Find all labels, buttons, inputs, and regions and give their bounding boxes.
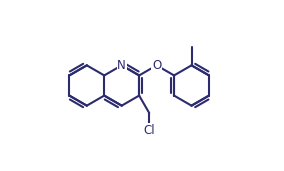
- Text: O: O: [152, 59, 161, 72]
- Text: Cl: Cl: [143, 124, 155, 137]
- Text: N: N: [117, 59, 126, 72]
